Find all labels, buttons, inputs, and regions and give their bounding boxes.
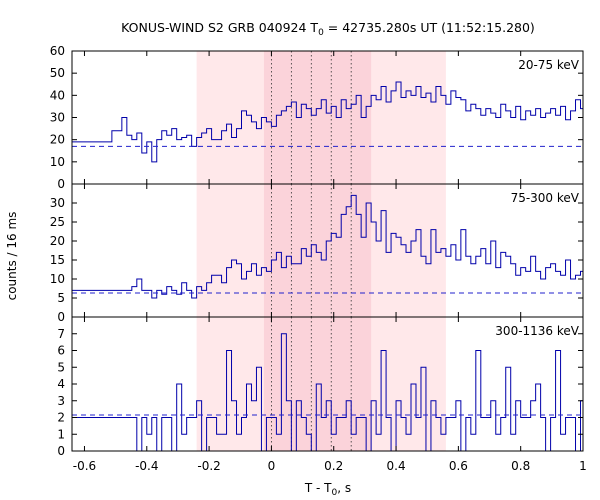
y-tick-label: 2: [57, 411, 65, 425]
x-tick-label: -0.4: [135, 459, 158, 473]
y-axis-label: counts / 16 ms: [5, 212, 19, 301]
x-tick-label: 0.2: [324, 459, 343, 473]
x-tick-label: 0.4: [387, 459, 406, 473]
y-tick-label: 30: [50, 196, 65, 210]
panel-1: 0 10 20 30 40 50 60 20-75 keV: [50, 44, 584, 191]
x-tick-label: -0.2: [197, 459, 220, 473]
panel-2: 0 5 10 15 20 25 30 75-300 keV: [50, 183, 584, 324]
y-tick-label: 20: [50, 133, 65, 147]
y-tick-label: 10: [50, 155, 65, 169]
energy-band-label: 75-300 keV: [511, 191, 580, 205]
y-tick-label: 15: [50, 253, 65, 267]
y-tick-label: 0: [57, 444, 65, 458]
y-tick-label: 20: [50, 234, 65, 248]
y-tick-label: 60: [50, 44, 65, 58]
y-tick-label: 5: [57, 360, 65, 374]
x-tick-label: 0.8: [511, 459, 530, 473]
dark-interval-band: [263, 184, 372, 317]
dark-interval-band: [263, 51, 372, 184]
x-tick-label: 0: [268, 459, 276, 473]
x-tick-label: -0.6: [73, 459, 96, 473]
chart-title: KONUS-WIND S2 GRB 040924 T0 = 42735.280s…: [121, 20, 535, 38]
y-tick-label: 10: [50, 272, 65, 286]
y-tick-label: 0: [57, 310, 65, 324]
histogram-series: [72, 194, 583, 299]
histogram-series: [72, 333, 583, 451]
y-tick-label: 5: [57, 291, 65, 305]
y-tick-label: 7: [57, 327, 65, 341]
x-tick-label: 0.6: [449, 459, 468, 473]
x-axis-label: T - T0, s: [304, 481, 351, 498]
y-tick-label: 40: [50, 88, 65, 102]
y-tick-label: 3: [57, 394, 65, 408]
y-tick-label: 1: [57, 427, 65, 441]
x-axis-ticks: -0.6 -0.4 -0.2 0 0.2 0.4 0.6 0.8 1: [73, 459, 587, 473]
histogram-series: [72, 81, 583, 163]
y-tick-label: 4: [57, 377, 65, 391]
y-tick-label: 6: [57, 344, 65, 358]
y-tick-label: 30: [50, 111, 65, 125]
energy-band-label: 300-1136 keV: [495, 324, 579, 338]
energy-band-label: 20-75 keV: [518, 58, 580, 72]
y-tick-label: 50: [50, 66, 65, 80]
y-tick-label: 25: [50, 215, 65, 229]
x-tick-label: 1: [579, 459, 587, 473]
y-tick-label: 0: [57, 177, 65, 191]
panel-3: 0 1 2 3 4 5 6 7 300-1136 keV: [57, 316, 584, 458]
